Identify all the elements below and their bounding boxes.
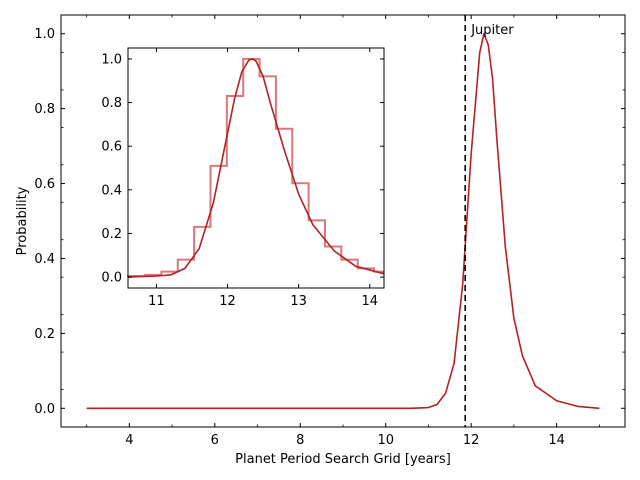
main-x-tick-label: 4: [125, 433, 133, 448]
main-y-axis-label: Probability: [15, 186, 30, 255]
inset-x-tick-label: 14: [362, 294, 379, 309]
inset-x-tick-label: 12: [219, 294, 236, 309]
main-x-tick-label: 12: [463, 433, 480, 448]
main-x-tick-label: 6: [211, 433, 219, 448]
inset-y-tick-label: 0.6: [101, 140, 122, 155]
main-x-axis-label: Planet Period Search Grid [years]: [235, 452, 451, 467]
main-y-tick-label: 1.0: [34, 27, 55, 42]
main-y-tick-label: 0.4: [34, 252, 55, 267]
inset-y-tick-label: 1.0: [101, 52, 122, 67]
inset-x-tick-label: 13: [290, 294, 307, 309]
main-y-tick-label: 0.8: [34, 102, 55, 117]
inset-series-line-0: [127, 58, 385, 278]
main-x-tick-label: 8: [296, 433, 304, 448]
main-reference-label: Jupiter: [470, 23, 514, 38]
inset-y-tick-label: 0.2: [101, 227, 122, 242]
main-y-tick-label: 0.6: [34, 177, 55, 192]
main-y-tick-label: 0.2: [34, 327, 55, 342]
inset-y-tick-label: 0.0: [101, 271, 122, 286]
inset-y-tick-label: 0.4: [101, 183, 122, 198]
inset-frame: [127, 47, 385, 289]
inset-y-tick-label: 0.8: [101, 96, 122, 111]
main-x-tick-label: 10: [377, 433, 394, 448]
main-series-line-0: [86, 32, 600, 410]
inset-x-tick-label: 11: [148, 294, 165, 309]
inset-background: [128, 48, 384, 288]
main-y-tick-label: 0.0: [34, 402, 55, 417]
main-x-tick-label: 14: [548, 433, 565, 448]
